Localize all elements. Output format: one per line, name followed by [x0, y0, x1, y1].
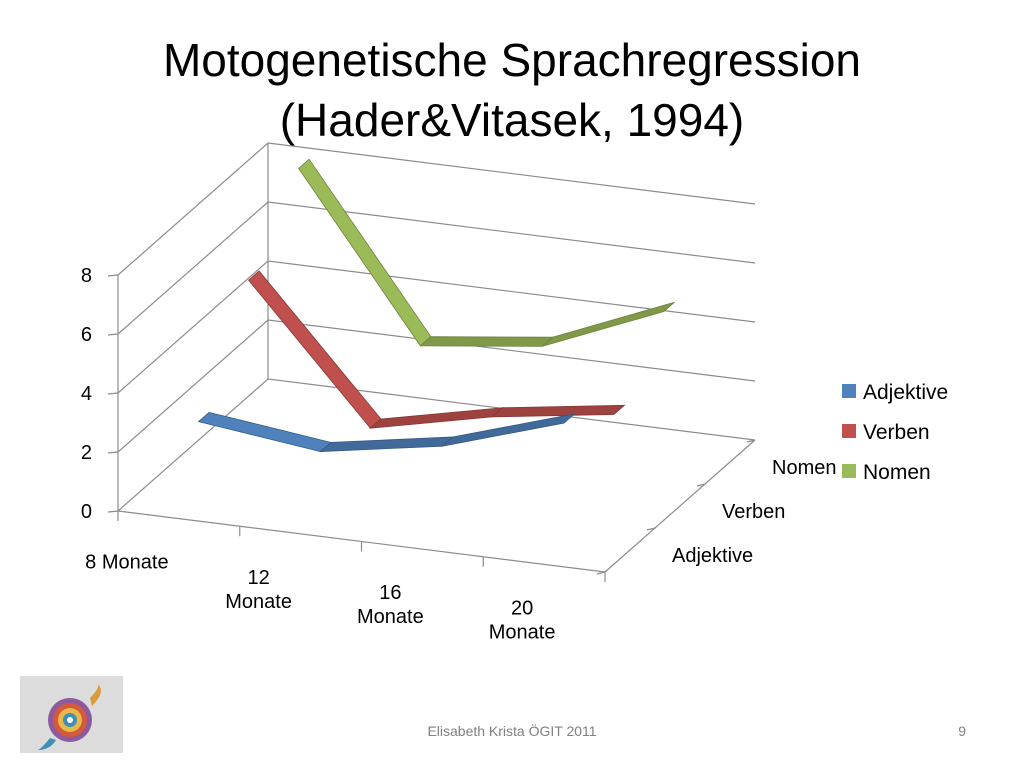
legend-swatch [842, 384, 856, 398]
y-tick [107, 274, 119, 277]
logo [20, 676, 123, 753]
series-segment [197, 411, 332, 453]
chart-walls [118, 143, 755, 511]
y-tick [107, 510, 119, 513]
depth-tick [596, 571, 606, 575]
y-tick [107, 333, 119, 336]
depth-tick [696, 483, 706, 487]
chart-series [197, 158, 675, 453]
series-segment [319, 436, 454, 453]
chart-legend: Adjektive Verben Nomen [842, 381, 948, 484]
x-tick-label: 8 Monate [85, 552, 168, 574]
depth-tick-label: Nomen [772, 457, 836, 479]
series-segment [369, 407, 504, 429]
y-tick-label: 4 [81, 383, 92, 405]
x-tick-label: 12 Monate [225, 567, 292, 613]
depth-tick-label: Verben [722, 501, 785, 523]
depth-tick-label: Adjektive [672, 545, 753, 567]
legend-label: Verben [863, 421, 930, 444]
x-tick-label: 20 Monate [489, 597, 556, 643]
depth-tick [746, 439, 756, 443]
spiral-logo-icon [38, 684, 101, 750]
y-tick-label: 2 [81, 442, 92, 464]
depth-tick [646, 527, 656, 531]
series-verben-ribbon [248, 270, 626, 429]
series-segment [419, 336, 554, 347]
depth-axis-line [604, 439, 756, 573]
y-tick-label: 6 [81, 324, 92, 346]
series-nomen-ribbon [298, 158, 675, 347]
y-tick [107, 392, 119, 395]
y-tick [107, 451, 119, 454]
slide-title: Motogenetische Sprachregression (Hader&V… [0, 30, 1024, 150]
footer-text: Elisabeth Krista ÖGIT 2011 [427, 723, 597, 739]
chart-axes [107, 143, 756, 582]
y-tick-label: 0 [81, 501, 92, 523]
legend-label: Nomen [863, 461, 931, 484]
legend-swatch [842, 424, 856, 438]
page-number: 9 [958, 723, 966, 739]
legend-label: Adjektive [863, 381, 948, 404]
title-line-1: Motogenetische Sprachregression [162, 34, 862, 86]
series-segment [541, 301, 675, 347]
legend-swatch [842, 464, 856, 478]
y-tick-label: 8 [81, 265, 92, 287]
series-segment [440, 413, 576, 447]
chart-tick-labels: 0 2 4 6 8 8 Monate 12 Monate 16 Monate 20 Monate Adj… [81, 265, 837, 643]
title-line-2: (Hader&Vitasek, 1994) [279, 94, 745, 146]
x-tick-label: 16 Monate [357, 582, 424, 628]
series-adjektive-ribbon [197, 411, 576, 453]
